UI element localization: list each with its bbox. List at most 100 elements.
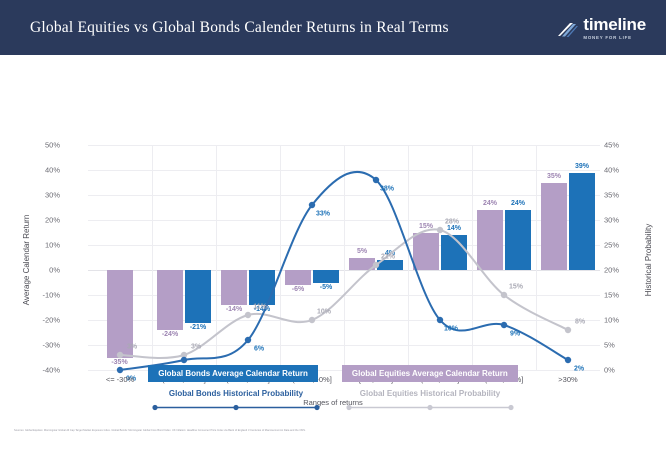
bonds-probability-point[interactable]: [436, 316, 444, 324]
bar-value-label: 15%: [418, 222, 434, 230]
bonds-probability-point[interactable]: [244, 336, 252, 344]
bonds-probability-point[interactable]: [564, 356, 572, 364]
legend-bonds-line-swatch: [152, 404, 320, 411]
y-tick-left: 40%: [44, 165, 60, 175]
bar-bonds[interactable]: [441, 235, 467, 270]
x-tick: <= -30%: [105, 375, 135, 384]
point-value-label: 11%: [253, 303, 267, 311]
bar-value-label: -24%: [161, 331, 179, 338]
bar-bonds[interactable]: [377, 260, 403, 270]
grid-line-vertical: [152, 145, 153, 370]
bar-value-label: 35%: [546, 172, 562, 180]
bar-value-label: 5%: [356, 247, 368, 255]
bonds-probability-point[interactable]: [500, 321, 508, 329]
equities-probability-point[interactable]: [436, 226, 444, 234]
chart-legend: Global Bonds Average Calendar Return Glo…: [0, 365, 666, 416]
legend-item-bonds-line[interactable]: Global Bonds Historical Probability: [151, 389, 321, 416]
equities-probability-point[interactable]: [372, 261, 380, 269]
bar-equities[interactable]: [221, 270, 247, 305]
bar-bonds[interactable]: [313, 270, 339, 283]
page-header: Global Equities vs Global Bonds Calender…: [0, 0, 666, 55]
y-tick-right: 40%: [604, 165, 620, 175]
y-tick-right: 30%: [604, 215, 620, 225]
bar-value-label: 24%: [482, 200, 498, 207]
point-value-label: 0%: [125, 375, 137, 383]
grid-line-vertical: [280, 145, 281, 370]
bar-value-label: -5%: [319, 283, 333, 291]
y-tick-right: 5%: [604, 340, 615, 350]
y-tick-left: 10%: [44, 240, 60, 250]
point-value-label: 38%: [379, 185, 395, 193]
bar-value-label: -14%: [253, 306, 271, 313]
lines-layer: [116, 170, 572, 374]
point-value-label: 28%: [444, 218, 460, 226]
y-tick-right: 20%: [604, 265, 620, 275]
grid-line-vertical: [344, 145, 345, 370]
grid-line-vertical: [536, 145, 537, 370]
point-value-label: 3%: [190, 343, 202, 351]
bar-value-label: 39%: [574, 162, 590, 170]
legend-item-bonds-bar[interactable]: Global Bonds Average Calendar Return: [148, 365, 318, 382]
legend-item-equities-line[interactable]: Global Equities Historical Probability: [345, 389, 515, 416]
y-tick-right: 45%: [604, 140, 620, 150]
bonds-probability-path: [119, 170, 569, 371]
bar-bonds[interactable]: [185, 270, 211, 323]
logo-wordmark: timeline: [583, 14, 646, 34]
point-value-label: 10%: [316, 308, 332, 316]
grid-line-vertical: [216, 145, 217, 370]
equities-probability-point[interactable]: [308, 316, 316, 324]
equities-probability-point[interactable]: [564, 326, 572, 334]
bonds-probability-point[interactable]: [116, 366, 124, 374]
legend-item-equities-bar[interactable]: Global Equities Average Calendar Return: [341, 365, 518, 382]
bar-bonds[interactable]: [505, 210, 531, 270]
legend-item-bonds-line-label: Global Bonds Historical Probability: [168, 389, 304, 398]
equities-probability-point[interactable]: [244, 311, 252, 319]
bonds-probability-point[interactable]: [308, 201, 316, 209]
bar-value-label: -21%: [189, 323, 207, 331]
y-tick-right: 0%: [604, 365, 615, 375]
bonds-probability-point[interactable]: [180, 356, 188, 364]
y-tick-left: 50%: [44, 140, 60, 150]
bar-equities[interactable]: [106, 270, 133, 358]
equities-probability-point[interactable]: [180, 351, 188, 359]
bar-bonds[interactable]: [569, 172, 595, 270]
logo-tagline: MONEY FOR LIFE: [583, 34, 632, 40]
equities-probability-point[interactable]: [116, 351, 124, 359]
point-value-label: 8%: [574, 318, 586, 326]
point-value-label: 9%: [509, 330, 521, 338]
y-tick-left: -40%: [42, 365, 60, 375]
point-value-label: 15%: [508, 283, 524, 291]
bar-equities[interactable]: [157, 270, 183, 330]
equities-probability-point[interactable]: [500, 291, 508, 299]
plot-area: -35% -24% -21% -14% -14% -6% -5% 5% 4% 15% 14% 24% 2…: [88, 145, 600, 383]
y-tick-left: -30%: [42, 340, 60, 350]
bar-equities[interactable]: [285, 270, 311, 285]
page-title: Global Equities vs Global Bonds Calender…: [30, 18, 449, 36]
bar-equities[interactable]: [541, 182, 567, 270]
bar-equities[interactable]: [477, 210, 503, 270]
point-value-label: 10%: [443, 325, 459, 333]
bar-value-label: 14%: [446, 225, 462, 232]
x-axis-label: Ranges of returns: [303, 398, 363, 407]
y-tick-right: 15%: [604, 290, 620, 300]
bar-bonds[interactable]: [249, 270, 275, 305]
equities-probability-path: [119, 228, 569, 359]
bar-equities[interactable]: [413, 232, 439, 270]
bar-value-label: -35%: [111, 358, 128, 366]
y-tick-right: 35%: [604, 190, 620, 200]
bar-value-label: -14%: [225, 306, 243, 313]
x-tick: >30%: [558, 375, 578, 384]
bonds-probability-point[interactable]: [372, 176, 380, 184]
legend-row-bars: Global Bonds Average Calendar Return Glo…: [0, 365, 666, 382]
y-tick-left: -20%: [42, 315, 60, 325]
logo-text: timeline MONEY FOR LIFE: [583, 16, 646, 40]
bar-value-label: 24%: [510, 200, 526, 207]
legend-item-equities-line-label: Global Equities Historical Probability: [359, 389, 501, 398]
grid-line-vertical: [408, 145, 409, 370]
point-value-label: 3%: [126, 343, 138, 351]
point-value-label: 2%: [573, 365, 585, 373]
swoosh-icon: [558, 22, 579, 37]
y-tick-left: 20%: [44, 215, 60, 225]
bar-equities[interactable]: [349, 257, 375, 270]
chart-container: Average Calendar Return Historical Proba…: [0, 55, 666, 408]
